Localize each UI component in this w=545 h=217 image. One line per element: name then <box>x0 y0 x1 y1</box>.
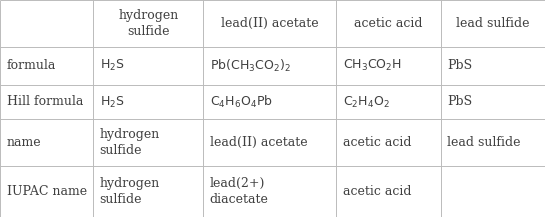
Text: $\mathdefault{CH_3CO_2H}$: $\mathdefault{CH_3CO_2H}$ <box>343 58 402 73</box>
Text: Hill formula: Hill formula <box>7 95 83 108</box>
Text: hydrogen
sulfide: hydrogen sulfide <box>100 128 160 157</box>
Text: lead sulfide: lead sulfide <box>456 17 530 30</box>
Text: lead sulfide: lead sulfide <box>447 136 520 149</box>
Text: lead(2+)
diacetate: lead(2+) diacetate <box>210 177 269 206</box>
Text: $\mathdefault{H_2S}$: $\mathdefault{H_2S}$ <box>100 94 124 110</box>
Text: $\mathdefault{C_4H_6O_4Pb}$: $\mathdefault{C_4H_6O_4Pb}$ <box>210 94 272 110</box>
Text: $\mathdefault{H_2S}$: $\mathdefault{H_2S}$ <box>100 58 124 73</box>
Text: acetic acid: acetic acid <box>343 136 411 149</box>
Text: formula: formula <box>7 59 56 72</box>
Text: name: name <box>7 136 41 149</box>
Text: lead(II) acetate: lead(II) acetate <box>210 136 307 149</box>
Text: PbS: PbS <box>447 95 472 108</box>
Text: $\mathdefault{C_2H_4O_2}$: $\mathdefault{C_2H_4O_2}$ <box>343 94 389 110</box>
Text: $\mathdefault{Pb(CH_3CO_2)_2}$: $\mathdefault{Pb(CH_3CO_2)_2}$ <box>210 58 290 74</box>
Text: acetic acid: acetic acid <box>354 17 422 30</box>
Text: hydrogen
sulfide: hydrogen sulfide <box>118 9 178 38</box>
Text: lead(II) acetate: lead(II) acetate <box>221 17 318 30</box>
Text: PbS: PbS <box>447 59 472 72</box>
Text: acetic acid: acetic acid <box>343 185 411 198</box>
Text: IUPAC name: IUPAC name <box>7 185 87 198</box>
Text: hydrogen
sulfide: hydrogen sulfide <box>100 177 160 206</box>
